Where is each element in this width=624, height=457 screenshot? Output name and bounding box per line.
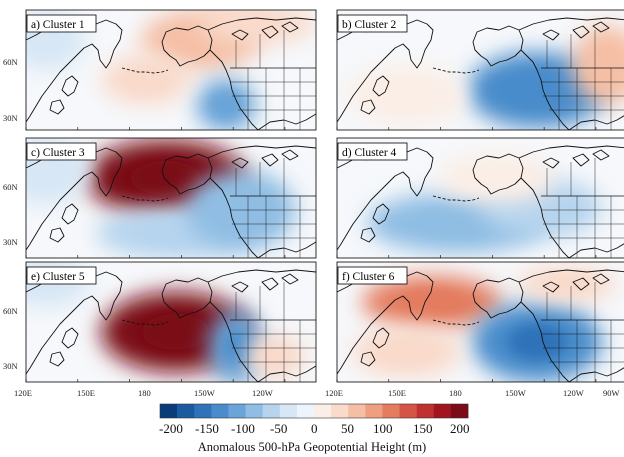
colorbar-swatch [399, 404, 417, 418]
lon-tick-180: 180 [138, 388, 151, 398]
anomaly-core [130, 160, 202, 196]
colorbar-swatch [245, 404, 263, 418]
colorbar-swatch [450, 404, 469, 418]
lat-tick-30n: 30N [3, 237, 18, 247]
colorbar-swatch [160, 404, 178, 418]
colorbar-tick: -200 [159, 421, 183, 436]
anomaly-core [380, 81, 434, 109]
colorbar-swatch [177, 404, 195, 418]
lon-tick-150w: 150W [194, 388, 215, 398]
colorbar-swatch [433, 404, 452, 418]
colorbar-swatch [211, 404, 229, 418]
colorbar-swatch [331, 404, 349, 418]
colorbar-swatch [296, 404, 315, 418]
anomaly-core [507, 324, 567, 360]
lon-tick-180: 180 [449, 388, 462, 398]
panel-label-f: f) Cluster 6 [342, 271, 395, 283]
anomaly-core [125, 68, 167, 92]
colorbar [159, 403, 469, 419]
colorbar-swatch [365, 404, 383, 418]
anomaly-core [28, 26, 64, 54]
colorbar-tick: -50 [270, 421, 287, 436]
lat-tick-60n: 60N [3, 57, 18, 67]
colorbar-swatch [262, 404, 281, 418]
anomaly-core [262, 347, 290, 367]
lon-tick-150w: 150W [505, 388, 526, 398]
colorbar-tick: -100 [231, 421, 255, 436]
lon-tick-120w: 120W [252, 388, 273, 398]
map-panel-4 [336, 137, 624, 259]
anomaly-core [223, 329, 249, 365]
panel-frame [25, 261, 317, 383]
panel-label-d: d) Cluster 4 [342, 147, 397, 159]
anomaly-core [591, 47, 623, 83]
lon-tick-150e: 150E [388, 388, 406, 398]
map-panel-3 [25, 137, 317, 259]
panel-label-e: e) Cluster 5 [31, 271, 85, 283]
colorbar-tick: -150 [195, 421, 219, 436]
colorbar-tick: 50 [341, 421, 354, 436]
anomaly-core [515, 194, 569, 222]
colorbar-tick: 150 [413, 421, 433, 436]
colorbar-swatch [314, 404, 332, 418]
lat-tick-60n: 60N [3, 182, 18, 192]
lon-tick-150e: 150E [77, 388, 95, 398]
lon-tick-120w: 120W [563, 388, 584, 398]
anomaly-core [212, 93, 240, 117]
lat-tick-30n: 30N [3, 361, 18, 371]
lon-tick-120e: 120E [325, 388, 343, 398]
anomaly-core [382, 340, 432, 364]
colorbar-swatch [382, 404, 400, 418]
colorbar-tick: 0 [311, 421, 318, 436]
colorbar-swatch [228, 404, 246, 418]
map-panel-1 [25, 9, 317, 131]
anomaly-core [142, 314, 210, 350]
panel-frame [336, 9, 624, 131]
lon-tick-120e: 120E [14, 388, 32, 398]
colorbar-tick: 100 [373, 421, 393, 436]
colorbar-title: Anomalous 500-hPa Geopotential Height (m… [198, 440, 426, 454]
panel-frame [336, 261, 624, 383]
colorbar-tick: 200 [450, 421, 470, 436]
lat-tick-60n: 60N [3, 306, 18, 316]
panel-frame [25, 9, 317, 131]
panel-frame [336, 137, 624, 259]
colorbar-swatch [348, 404, 366, 418]
panel-frame [25, 137, 317, 259]
colorbar-swatch [416, 404, 435, 418]
colorbar-swatch [279, 404, 298, 418]
anomaly-core [400, 290, 464, 314]
anomaly-core [470, 166, 524, 190]
panel-label-b: b) Cluster 2 [342, 19, 397, 31]
panel-label-a: a) Cluster 1 [31, 19, 85, 31]
anomaly-core [26, 154, 67, 186]
colorbar-swatch [194, 404, 212, 418]
lat-tick-30n: 30N [3, 113, 18, 123]
panel-label-c: c) Cluster 3 [31, 147, 85, 159]
lon-tick-90w: 90W [603, 388, 620, 398]
anomaly-core [416, 209, 498, 237]
anomaly-core [505, 72, 569, 108]
